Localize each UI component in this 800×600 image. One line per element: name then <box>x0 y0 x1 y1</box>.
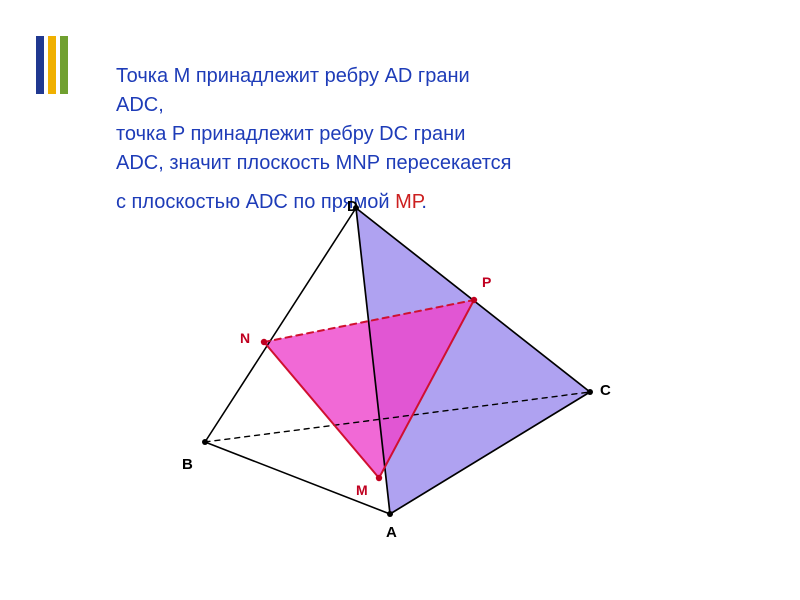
vertex-label-N: N <box>240 330 250 346</box>
accent-bar-2 <box>48 36 56 94</box>
text-line-1a: Точка М принадлежит ребру АD грани <box>116 62 756 91</box>
text-line-2b: АDС, значит плоскость МNР пересекается <box>116 149 756 178</box>
accent-bar-1 <box>36 36 44 94</box>
vertex-label-C: C <box>600 382 611 399</box>
tetra-figure: A B C D M N P <box>100 200 660 560</box>
vertex-label-A: A <box>386 524 397 541</box>
proof-text: Точка М принадлежит ребру АD грани АDС, … <box>116 62 756 217</box>
text-l2c-part: плоскость МNР пересекается <box>237 152 512 174</box>
accent-bars <box>36 36 68 94</box>
vertex-label-D: D <box>347 198 358 215</box>
vertex-label-M: M <box>356 482 368 498</box>
tetra-svg <box>100 200 660 560</box>
vertex-label-B: B <box>182 456 193 473</box>
text-l2b-part: АDС, значит <box>116 152 231 174</box>
text-line-1b: АDС, <box>116 91 756 120</box>
vertex-label-P: P <box>482 274 491 290</box>
accent-bar-3 <box>60 36 68 94</box>
text-line-2a: точка P принадлежит ребру DC грани <box>116 120 756 149</box>
text-gap <box>116 178 756 188</box>
